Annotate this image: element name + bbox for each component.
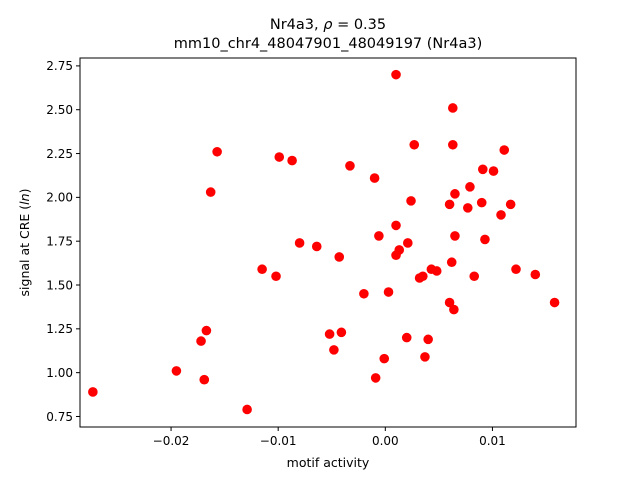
data-point-34 [418,271,428,282]
data-point-10 [274,152,285,162]
data-point-47 [463,203,473,213]
data-point-48 [465,182,475,192]
data-point-23 [379,353,390,364]
data-point-32 [409,139,420,150]
x-tick-label: 0.01 [479,434,506,448]
data-point-16 [334,252,345,262]
data-point-40 [444,297,455,308]
x-tick-label: −0.02 [153,434,190,448]
chart-title-line1: Nr4a3, ρ = 0.35 [270,17,386,33]
data-point-56 [505,199,516,210]
chart-title-line2: mm10_chr4_48047901_48049197 (Nr4a3) [174,36,482,52]
data-point-4 [201,325,212,336]
data-point-7 [242,404,252,415]
data-point-17 [336,327,347,338]
data-point-49 [469,271,480,282]
data-point-1 [171,366,182,376]
data-point-38 [431,266,442,276]
y-axis-label-prefix: signal at CRE ( [17,205,32,297]
data-point-30 [403,238,413,248]
data-point-28 [394,245,405,255]
data-point-9 [271,271,281,282]
data-point-50 [476,197,487,208]
data-point-13 [311,241,322,252]
title-gene-text: Nr4a3, [270,17,323,33]
x-axis-label: motif activity [287,455,370,470]
y-tick-label: 2.75 [46,59,73,73]
y-axis-label-italic: ln [17,193,32,204]
plot-frame [79,57,577,428]
data-point-44 [449,304,459,315]
data-point-25 [391,69,401,80]
data-point-52 [480,234,490,245]
data-point-54 [496,210,506,220]
data-point-5 [205,187,216,197]
data-point-41 [446,257,457,268]
data-point-19 [359,288,369,299]
y-axis-label: signal at CRE (ln) [17,189,32,297]
y-tick-label: 2.00 [46,191,73,205]
data-point-18 [345,161,355,171]
title-rho-value: = 0.35 [332,17,386,33]
y-axis-label-suffix: ) [17,189,32,194]
data-point-8 [257,264,267,275]
data-point-46 [450,231,460,241]
points-layer [88,69,560,415]
data-point-57 [511,264,521,275]
y-tick-label: 1.75 [46,234,73,248]
data-point-26 [391,220,401,231]
title-rho-symbol: ρ [323,17,333,33]
x-tick-label: 0.00 [372,434,399,448]
data-point-35 [420,352,430,362]
data-point-0 [88,387,98,397]
x-tick-label: −0.01 [260,434,297,448]
data-point-3 [199,374,210,385]
data-point-58 [530,269,541,280]
data-point-29 [401,332,412,343]
y-tick-label: 1.00 [46,366,73,380]
data-point-2 [196,336,206,346]
y-tick-label: 2.50 [46,103,73,117]
data-point-59 [549,297,560,308]
data-point-14 [324,329,335,339]
data-point-42 [448,103,458,113]
data-point-6 [212,146,222,157]
data-point-22 [374,231,384,241]
y-tick-label: 1.50 [46,278,73,292]
data-point-51 [477,164,488,175]
data-point-43 [448,139,458,150]
data-point-53 [488,166,499,176]
y-tick-label: 1.25 [46,322,73,336]
x-axis-ticks: −0.02 −0.01 0.00 0.01 [153,427,506,448]
data-point-20 [369,173,380,183]
data-point-55 [499,145,510,155]
data-point-45 [450,189,460,199]
data-point-12 [294,238,305,248]
y-axis-ticks: 0.75 1.00 1.25 1.50 1.75 2.00 2.25 2.50 2.75 [46,59,80,424]
y-tick-label: 2.25 [46,147,73,161]
data-point-15 [329,345,339,355]
data-point-11 [287,155,297,166]
data-point-24 [383,287,394,297]
y-tick-label: 0.75 [46,410,73,424]
data-point-39 [444,199,455,210]
data-point-21 [370,373,381,383]
data-point-36 [423,334,433,345]
data-point-31 [406,196,416,206]
